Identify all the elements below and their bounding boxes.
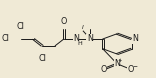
- Text: +: +: [118, 58, 122, 63]
- Text: O: O: [100, 65, 107, 74]
- Text: Cl: Cl: [38, 54, 46, 63]
- Text: N: N: [87, 34, 93, 44]
- Text: N: N: [73, 34, 79, 44]
- Text: Cl: Cl: [17, 22, 24, 31]
- Text: H: H: [77, 41, 82, 46]
- Text: O: O: [128, 65, 134, 74]
- Text: I: I: [82, 25, 84, 30]
- Text: −: −: [132, 64, 137, 69]
- Text: Cl: Cl: [1, 34, 9, 44]
- Text: O: O: [61, 17, 67, 26]
- Text: N: N: [132, 34, 138, 44]
- Text: N: N: [114, 59, 120, 68]
